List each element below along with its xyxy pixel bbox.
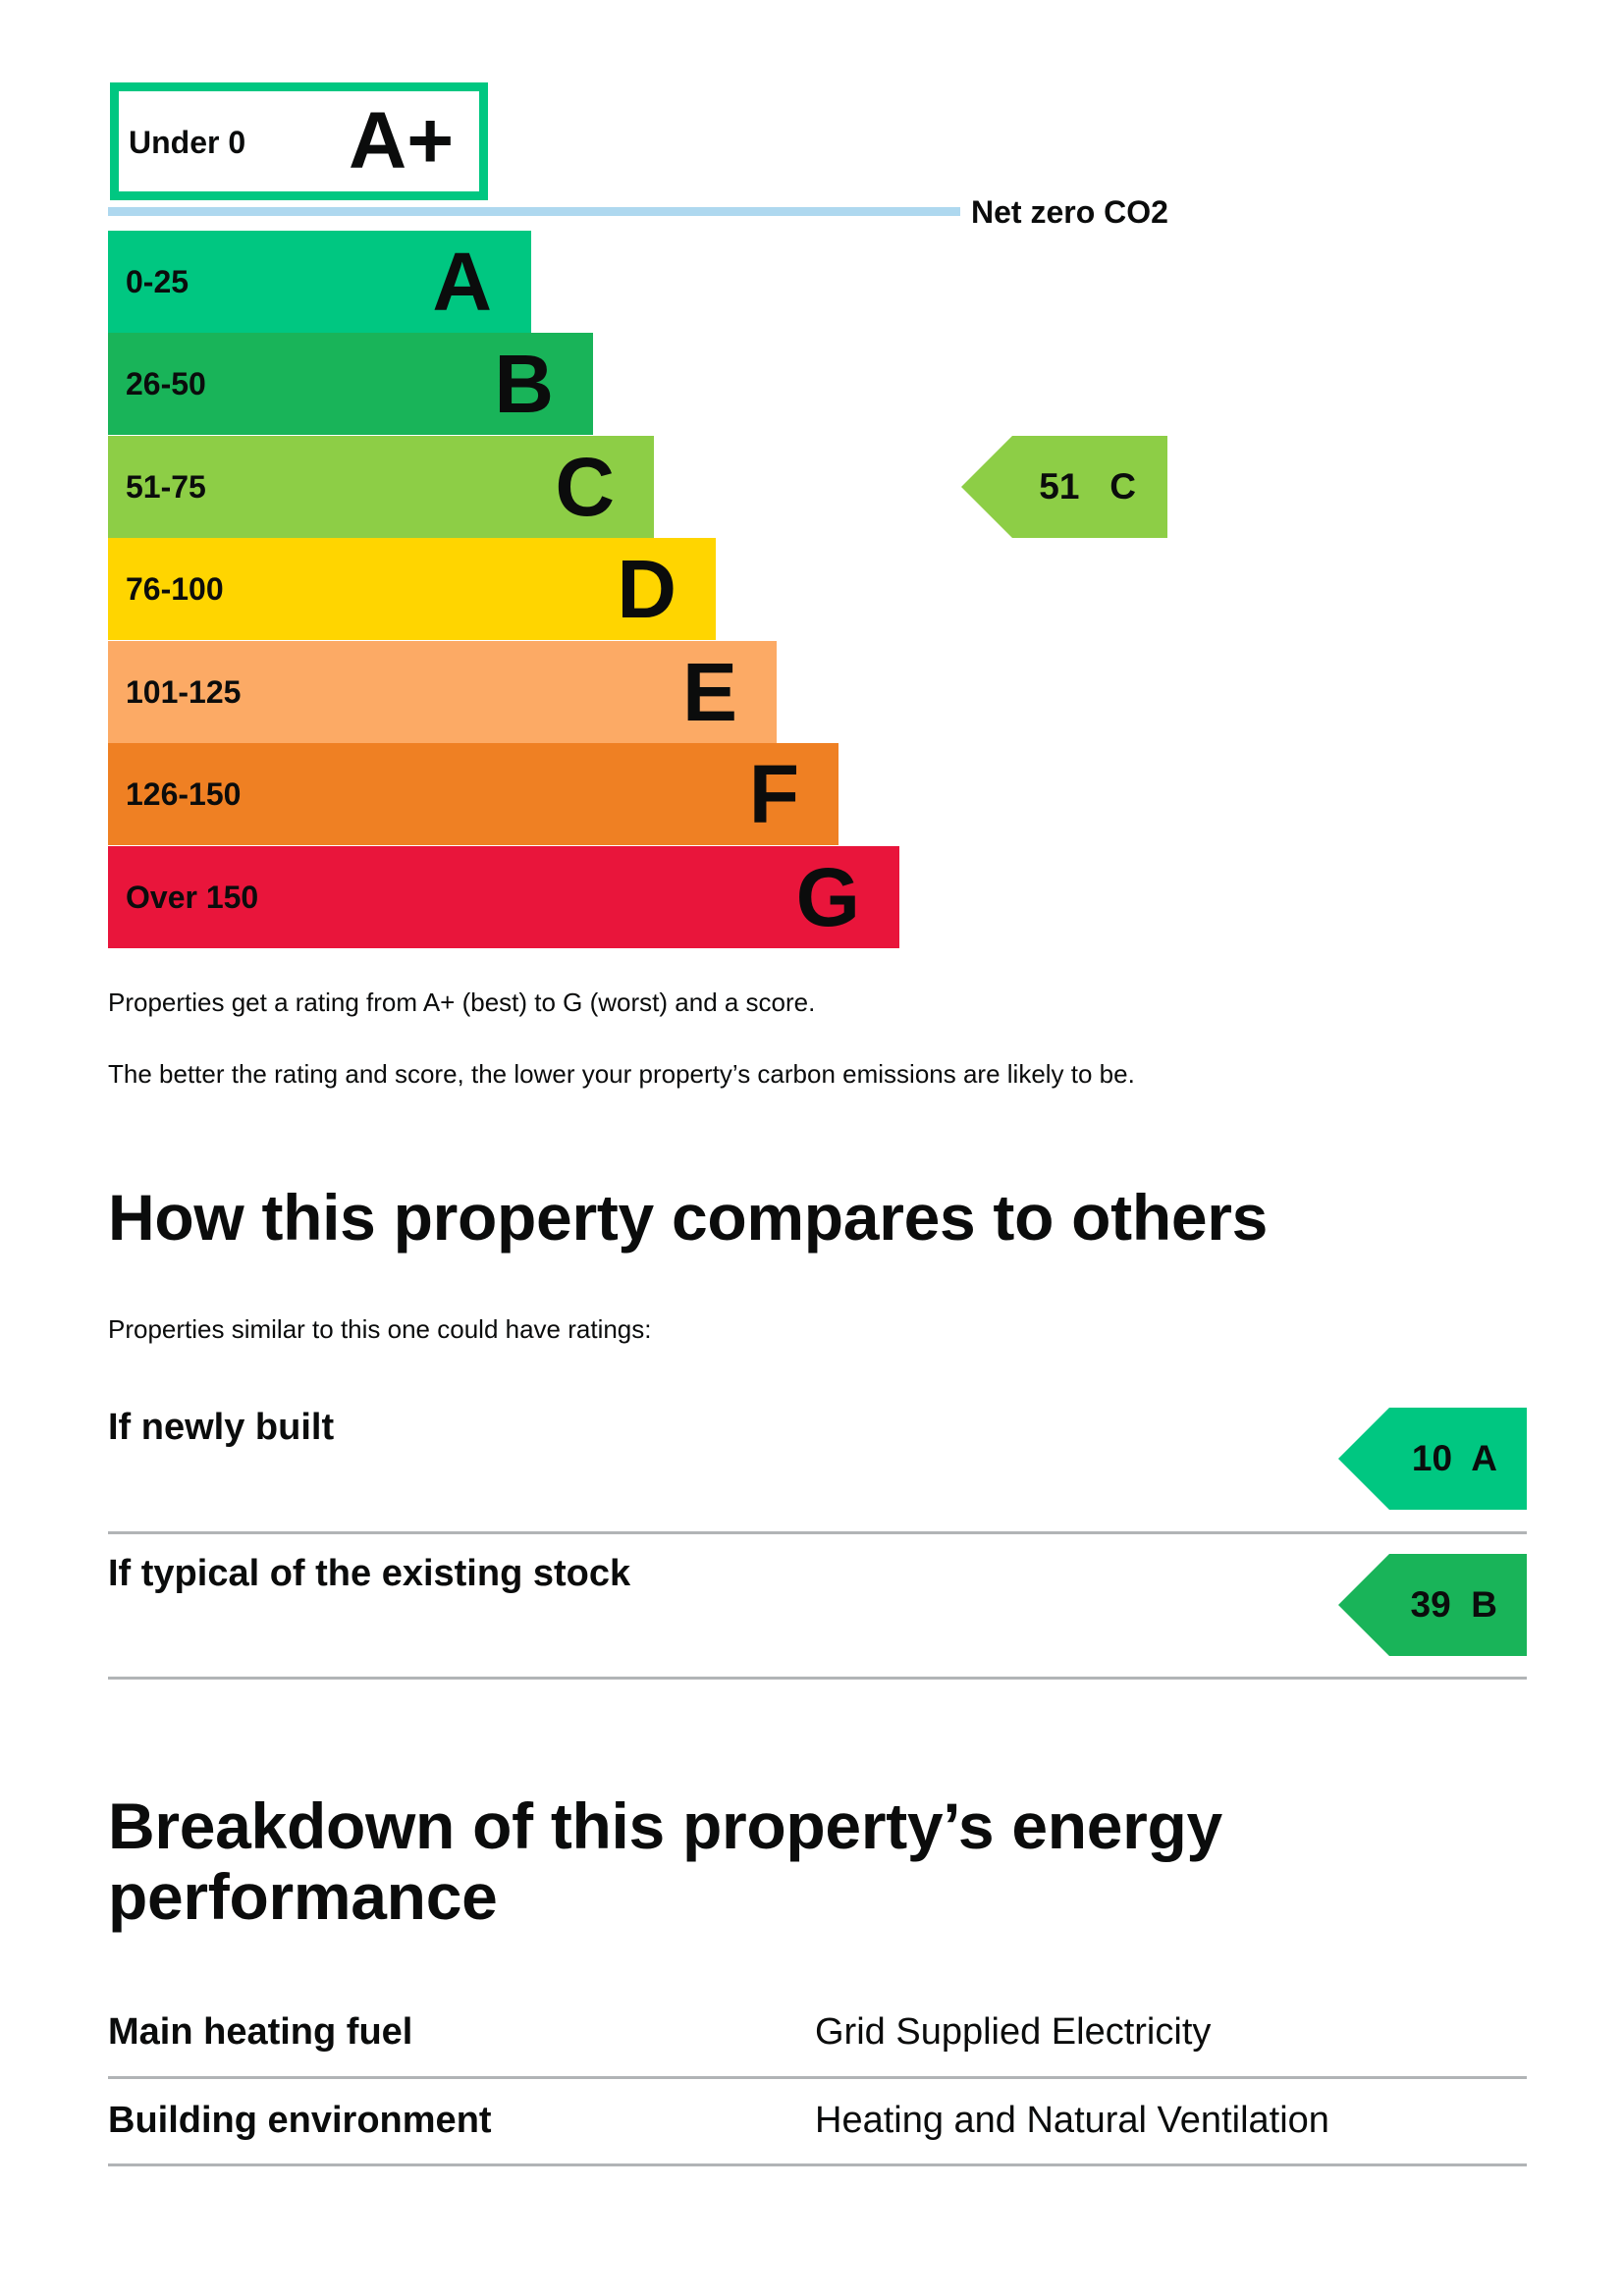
comparison-rating-score: 39 xyxy=(1410,1584,1451,1625)
comparison-rating-letter: A xyxy=(1471,1438,1497,1478)
band-range-label: 0-25 xyxy=(126,264,189,299)
comparison-rating-arrow: 39 B xyxy=(1338,1554,1527,1656)
breakdown-value: Heating and Natural Ventilation xyxy=(815,2100,1329,2141)
net-zero-line xyxy=(108,207,960,216)
comparison-intro: Properties similar to this one could hav… xyxy=(108,1314,652,1344)
section-heading: Breakdown of this property’s energy perf… xyxy=(108,1790,1222,1932)
divider xyxy=(108,2163,1527,2166)
band-range-label: 76-100 xyxy=(126,571,224,607)
band-letter: D xyxy=(617,543,676,635)
rating-band-e: 101-125 E xyxy=(108,641,777,743)
band-range-label: Under 0 xyxy=(129,125,246,160)
rating-band-c: 51-75 C xyxy=(108,436,654,538)
band-letter: G xyxy=(795,851,860,943)
band-range-label: 101-125 xyxy=(126,674,242,710)
explanation-text: The better the rating and score, the low… xyxy=(108,1059,1135,1089)
comparison-label: If typical of the existing stock xyxy=(108,1553,631,1594)
comparison-label: If newly built xyxy=(108,1407,335,1448)
divider xyxy=(108,2076,1527,2079)
breakdown-value: Grid Supplied Electricity xyxy=(815,2011,1212,2053)
current-rating-letter: C xyxy=(1109,466,1136,507)
breakdown-label: Main heating fuel xyxy=(108,2011,413,2053)
band-range-label: Over 150 xyxy=(126,880,259,915)
explanation-text: Properties get a rating from A+ (best) t… xyxy=(108,988,816,1017)
band-letter: C xyxy=(555,441,615,533)
rating-band-f: 126-150 F xyxy=(108,743,839,845)
divider xyxy=(108,1677,1527,1680)
section-heading-line: performance xyxy=(108,1860,498,1933)
current-rating-score: 51 xyxy=(1039,466,1080,507)
net-zero-label: Net zero CO2 xyxy=(971,194,1168,230)
band-range-label: 126-150 xyxy=(126,776,242,812)
band-range-label: 51-75 xyxy=(126,469,206,505)
section-heading-line: Breakdown of this property’s energy xyxy=(108,1789,1222,1862)
comparison-rating-arrow: 10 A xyxy=(1338,1408,1527,1510)
divider xyxy=(108,1531,1527,1534)
rating-band-d: 76-100 D xyxy=(108,538,716,640)
comparison-rating-score: 10 xyxy=(1411,1438,1453,1478)
comparison-rating-letter: B xyxy=(1471,1584,1497,1625)
rating-band-a: 0-25 A xyxy=(108,231,531,333)
band-letter: B xyxy=(494,338,554,430)
current-rating-arrow: 51 C xyxy=(961,436,1167,538)
rating-band-aplus: Under 0 A+ xyxy=(110,82,488,200)
rating-band-b: 26-50 B xyxy=(108,333,593,435)
band-letter: E xyxy=(681,646,737,738)
band-letter: A xyxy=(432,236,492,328)
breakdown-label: Building environment xyxy=(108,2100,492,2141)
band-letter: F xyxy=(748,748,799,840)
band-letter: A+ xyxy=(349,96,455,186)
band-range-label: 26-50 xyxy=(126,366,206,401)
section-heading: How this property compares to others xyxy=(108,1181,1269,1254)
rating-band-g: Over 150 G xyxy=(108,846,899,948)
